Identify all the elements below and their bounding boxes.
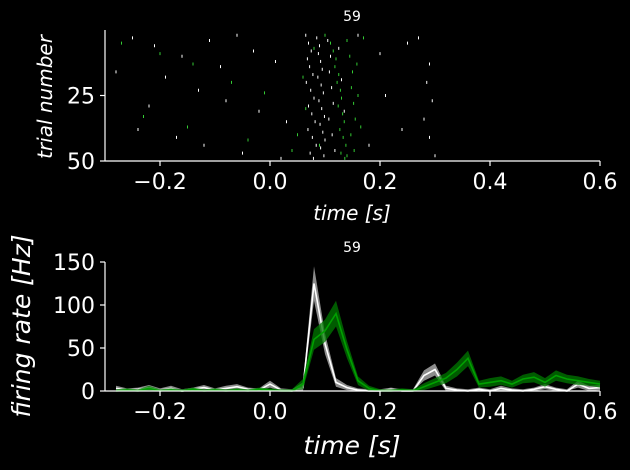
rate-title: 59 — [343, 240, 361, 256]
rate-y-tick-label: 150 — [53, 251, 95, 276]
raster-y-tick-label: 50 — [67, 150, 95, 175]
raster-title: 59 — [343, 9, 361, 25]
raster-y-tick-label: 25 — [67, 85, 95, 110]
raster-y-label: trial number — [33, 33, 57, 159]
rate-y-tick-label: 0 — [81, 380, 95, 405]
raster-x-tick-label: 0.2 — [363, 170, 398, 195]
raster-x-tick-label: 0.6 — [583, 170, 618, 195]
rate-x-tick-label: 0.0 — [253, 400, 288, 425]
raster-x-tick-label: −0.2 — [133, 170, 186, 195]
rate-x-ticks: −0.2 0.0 0.2 0.4 0.6 — [133, 391, 618, 425]
rate-x-tick-label: −0.2 — [133, 400, 186, 425]
rate-y-ticks: 0 50 100 150 — [53, 251, 105, 405]
rate-x-tick-label: 0.4 — [473, 400, 508, 425]
rate-y-tick-label: 50 — [67, 337, 95, 362]
raster-marks — [115, 33, 436, 160]
rate-y-label: firing rate [Hz] — [7, 234, 36, 417]
raster-x-tick-label: 0.0 — [253, 170, 288, 195]
rate-x-label: time [s] — [304, 431, 401, 460]
rate-series-line-1 — [115, 311, 601, 392]
rate-x-tick-label: 0.6 — [583, 400, 618, 425]
raster-y-ticks: 25 50 — [67, 85, 105, 175]
rate-x-tick-label: 0.2 — [363, 400, 398, 425]
rate-marks — [115, 266, 601, 392]
rate-error-band-0 — [116, 266, 600, 391]
raster-x-label: time [s] — [313, 201, 391, 225]
rate-y-tick-label: 100 — [53, 294, 95, 319]
raster-x-ticks: −0.2 0.0 0.2 0.4 0.6 — [133, 161, 618, 195]
rate-error-band-1 — [116, 300, 600, 391]
rate-panel: 59 −0.2 0.0 0.2 0.4 0.6 0 50 100 150 time [s] f… — [7, 234, 618, 460]
raster-panel: 59 −0.2 0.0 0.2 0.4 0.6 25 50 time [s] trial … — [33, 9, 618, 225]
raster-x-tick-label: 0.4 — [473, 170, 508, 195]
